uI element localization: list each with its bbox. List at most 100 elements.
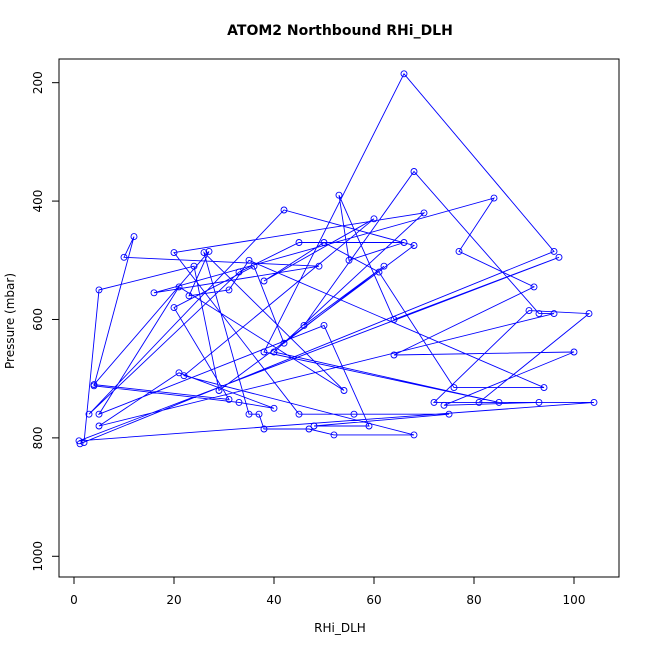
data-point [245,256,253,264]
data-point [390,351,398,359]
data-point [315,262,323,270]
data-point [270,404,278,412]
plot-frame [58,58,620,578]
data-point [245,410,253,418]
data-point [255,410,263,418]
data-point [170,249,178,257]
data-point [350,410,358,418]
data-point [590,398,598,406]
data-point [330,431,338,439]
data-point [300,321,308,329]
data-point [365,422,373,430]
data-point [175,369,183,377]
data-point [260,348,268,356]
data-point [225,395,233,403]
data-point [490,194,498,202]
series-layer [75,70,598,448]
data-point [525,307,533,315]
data-point [320,239,328,246]
data-point [390,316,398,323]
data-point [150,289,158,297]
chart-title: ATOM2 Northbound RHi_DLH [227,23,453,39]
data-point [280,339,288,347]
data-point [90,382,98,390]
data-point [120,253,128,261]
data-point [410,431,418,439]
data-point [540,384,548,392]
data-point [215,387,223,394]
data-point [550,247,558,255]
y-tick-label: 400 [31,190,45,213]
data-point [95,410,103,418]
data-point [170,304,178,312]
series-line [78,72,595,445]
data-point [305,425,313,433]
data-point [205,247,213,255]
data-point [80,439,88,447]
data-point [370,215,378,223]
x-tick-label: 40 [266,593,281,607]
data-point [375,268,383,276]
y-axis-label: Pressure (mbar) [3,273,17,369]
data-point [495,398,503,406]
data-point [95,286,103,294]
data-point [185,292,193,300]
data-point [295,239,303,246]
data-point [260,425,268,433]
data-point [180,372,188,380]
x-tick-label: 100 [563,593,586,607]
data-point [340,387,348,394]
data-point [535,310,543,318]
data-point [420,209,428,217]
data-point [130,233,138,241]
data-point [445,410,453,418]
x-tick-label: 80 [466,593,481,607]
data-point [410,242,418,249]
y-tick-label: 1000 [31,541,45,572]
data-point [400,70,408,78]
data-point [85,410,93,418]
data-point [585,310,593,318]
data-point [175,283,183,291]
data-point [250,262,258,270]
data-point [200,249,208,257]
data-point [76,440,84,448]
y-tick-label: 600 [31,308,45,331]
data-point [430,398,438,406]
data-point [475,398,483,406]
data-point [535,398,543,406]
data-point [225,286,233,294]
data-point [270,348,278,356]
data-point [320,321,328,329]
x-tick-label: 20 [166,593,181,607]
data-point [550,310,558,318]
data-point [295,410,303,418]
data-point [235,398,243,406]
data-point [345,256,353,264]
data-point [455,247,463,255]
data-point [380,262,388,270]
data-point [190,262,198,270]
data-point [260,277,268,285]
data-point [75,437,83,445]
x-tick-label: 0 [70,593,78,607]
data-point [335,191,343,199]
data-point [530,283,538,291]
data-point [235,268,243,276]
data-point [410,168,418,175]
data-point [450,384,458,392]
data-point [310,422,318,430]
data-point [570,348,578,356]
x-axis-label: RHi_DLH [314,621,366,635]
data-point [555,253,563,261]
y-tick-label: 200 [31,71,45,94]
data-point [400,239,408,246]
y-tick-label: 800 [31,426,45,449]
data-point [440,401,448,409]
x-tick-label: 60 [366,593,381,607]
data-point [95,422,103,430]
data-point [280,206,288,214]
